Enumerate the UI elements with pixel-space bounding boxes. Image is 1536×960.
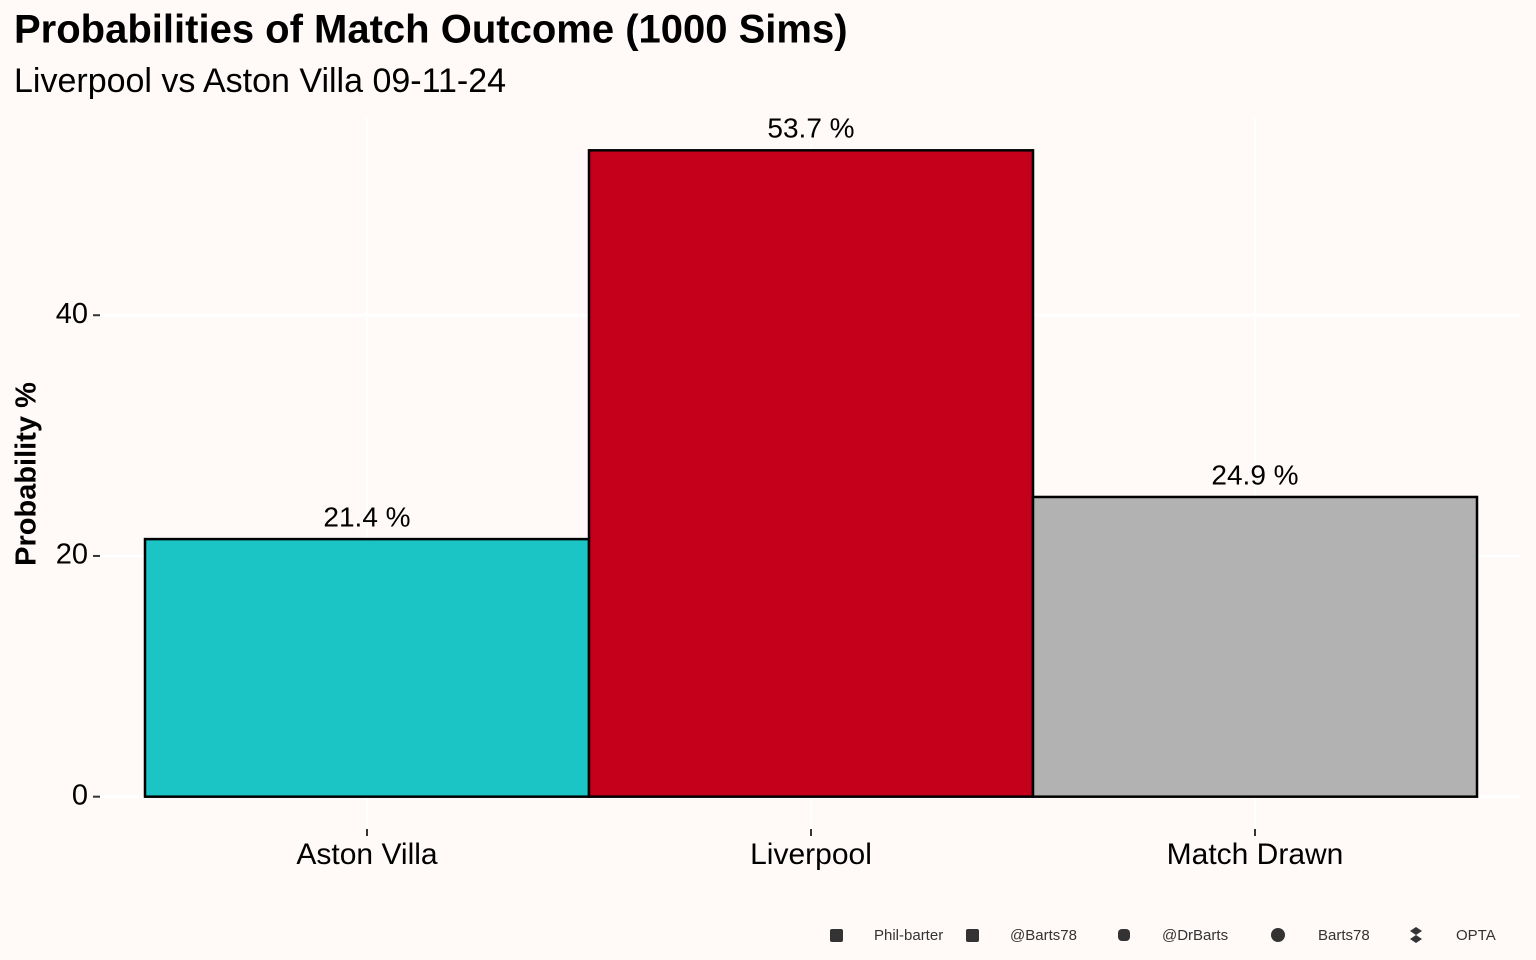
caption: Phil-barter @Barts78 @DrBarts Barts78 OP… — [830, 927, 1496, 944]
chart-subtitle: Liverpool vs Aston Villa 09-11-24 — [14, 62, 506, 100]
icon — [830, 929, 843, 942]
bar — [1031, 495, 1479, 798]
icon — [1410, 927, 1422, 943]
y-tick-label: 40 — [56, 298, 88, 330]
bar — [587, 149, 1035, 798]
icon — [1271, 928, 1285, 942]
value-label: 21.4 % — [323, 501, 410, 532]
caption-text: @Barts78 — [1010, 927, 1077, 944]
y-tick-label: 20 — [56, 539, 88, 571]
x-tick-label: Liverpool — [750, 838, 872, 871]
caption-text: Barts78 — [1318, 927, 1370, 944]
caption-text: @DrBarts — [1162, 927, 1228, 944]
y-tick-label: 0 — [72, 779, 88, 811]
x-tick-label: Match Drawn — [1167, 838, 1344, 871]
value-label: 24.9 % — [1211, 459, 1298, 490]
y-axis-title: Probability % — [11, 382, 43, 566]
caption-text: OPTA — [1456, 927, 1496, 944]
icon — [966, 929, 979, 942]
bar — [143, 537, 591, 798]
caption-text: Phil-barter — [874, 927, 943, 944]
icon — [1118, 929, 1130, 941]
chart-title: Probabilities of Match Outcome (1000 Sim… — [14, 8, 848, 52]
x-tick-label: Aston Villa — [296, 838, 438, 871]
value-label: 53.7 % — [767, 113, 854, 144]
